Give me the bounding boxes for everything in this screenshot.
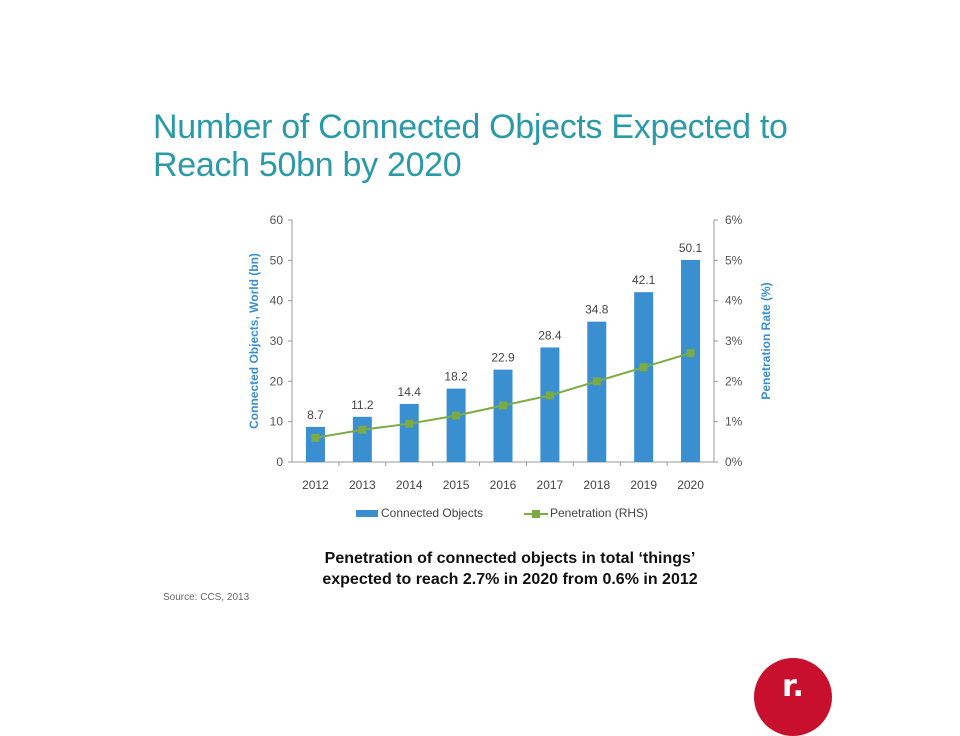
plot-area: 0 10 20 30 40 50 60 0% 1% 2% 3% 4% 5% 6% Connected Obj… xyxy=(247,213,773,520)
brand-logo-text: r. xyxy=(782,668,804,704)
legend-marker-line xyxy=(532,510,540,518)
chart-caption: Penetration of connected objects in tota… xyxy=(250,548,770,590)
caption-line-2: expected to reach 2.7% in 2020 from 0.6%… xyxy=(322,571,698,588)
bar-value-label: 28.4 xyxy=(538,328,562,342)
y2-tick-label: 4% xyxy=(725,294,743,308)
y-tick-label: 0 xyxy=(276,455,283,469)
bar xyxy=(587,321,607,462)
line-point xyxy=(405,419,414,428)
line-point xyxy=(358,425,367,434)
caption-line-1: Penetration of connected objects in tota… xyxy=(324,550,696,567)
bar xyxy=(399,403,419,462)
y-tick-label: 50 xyxy=(270,253,284,267)
x-tick-label: 2012 xyxy=(302,478,329,492)
chart-title-line-1: Number of Connected Objects Expected to xyxy=(153,108,788,146)
bar xyxy=(352,416,372,462)
legend-label-line: Penetration (RHS) xyxy=(550,506,648,520)
x-tick-label: 2020 xyxy=(677,478,704,492)
y2-tick-label: 0% xyxy=(725,455,743,469)
bar-value-label: 14.4 xyxy=(398,385,422,399)
chart-title-line-2: Reach 50bn by 2020 xyxy=(153,146,462,184)
bar xyxy=(305,426,325,462)
line-point xyxy=(452,411,461,420)
x-tick-label: 2014 xyxy=(396,478,423,492)
line-point xyxy=(592,377,601,386)
brand-logo[interactable]: r. xyxy=(754,658,832,736)
bar-value-label: 34.8 xyxy=(585,303,609,317)
bar xyxy=(634,292,654,462)
line-point xyxy=(311,433,320,442)
chart-title: Number of Connected Objects Expected to … xyxy=(153,108,873,184)
bar-value-label: 11.2 xyxy=(351,398,374,412)
line-point xyxy=(686,349,695,358)
x-tick-label: 2017 xyxy=(537,478,564,492)
bar xyxy=(540,347,560,462)
bar xyxy=(446,388,466,462)
bar-value-label: 42.1 xyxy=(632,273,656,287)
bar xyxy=(681,259,701,462)
y2-tick-label: 5% xyxy=(725,253,743,267)
chart: 0 10 20 30 40 50 60 0% 1% 2% 3% 4% 5% 6% Connected Obj… xyxy=(247,213,773,520)
bar xyxy=(493,369,513,462)
y2-tick-label: 3% xyxy=(725,334,743,348)
x-tick-label: 2019 xyxy=(630,478,657,492)
source-note: Source: CCS, 2013 xyxy=(163,592,250,603)
x-tick-label: 2013 xyxy=(349,478,376,492)
y-tick-label: 10 xyxy=(270,415,284,429)
y2-tick-label: 1% xyxy=(725,415,743,429)
line-point xyxy=(545,391,554,400)
y2-tick-label: 2% xyxy=(725,374,743,388)
x-tick-label: 2018 xyxy=(583,478,610,492)
line-point xyxy=(499,401,507,410)
line-point xyxy=(639,363,648,372)
y-tick-label: 20 xyxy=(270,374,284,388)
x-tick-label: 2015 xyxy=(443,478,470,492)
y2-axis-title: Penetration Rate (%) xyxy=(759,282,773,399)
y-tick-label: 30 xyxy=(270,334,284,348)
bar-value-label: 22.9 xyxy=(491,351,515,365)
y2-tick-label: 6% xyxy=(725,213,743,227)
bar-value-label: 50.1 xyxy=(679,241,703,255)
y-axis-title: Connected Objects, World (bn) xyxy=(247,253,261,429)
bar-value-label: 18.2 xyxy=(444,370,468,384)
y-tick-label: 60 xyxy=(270,213,284,227)
legend-swatch-bars xyxy=(356,510,378,517)
bar-value-label: 8.7 xyxy=(307,408,324,422)
x-tick-label: 2016 xyxy=(490,478,517,492)
legend-label-bars: Connected Objects xyxy=(381,506,483,520)
y-tick-label: 40 xyxy=(270,294,284,308)
